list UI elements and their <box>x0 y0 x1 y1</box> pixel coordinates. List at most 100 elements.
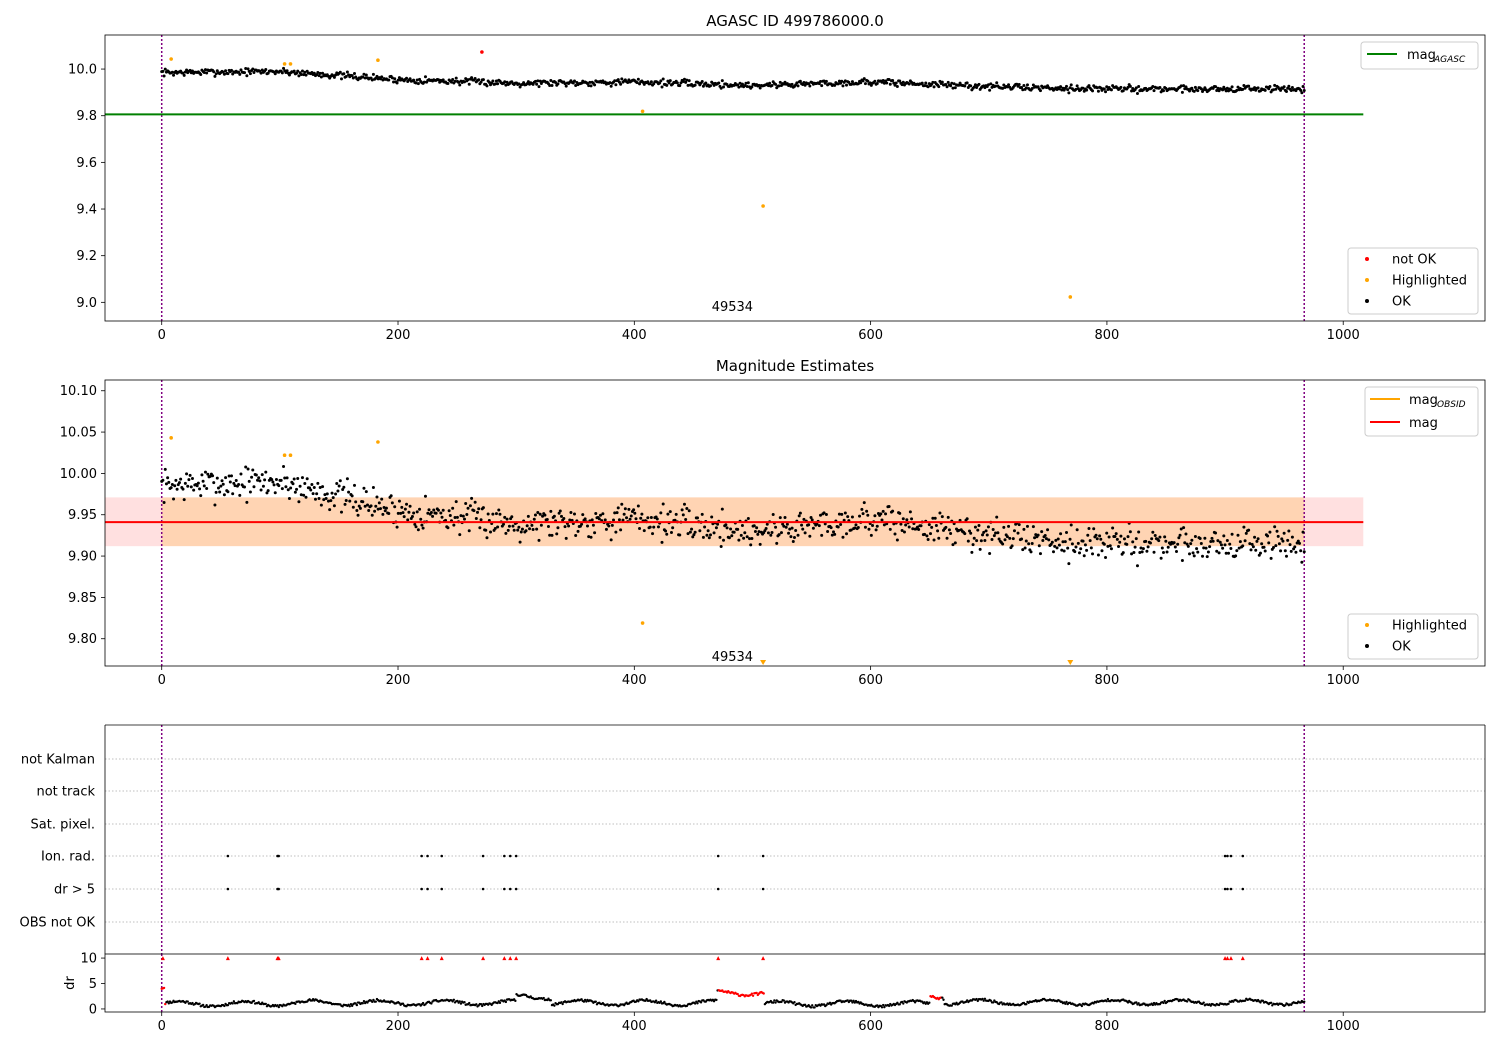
ok-point <box>1172 541 1176 545</box>
ok-point <box>904 523 908 527</box>
ok-point <box>458 83 462 87</box>
dr-point <box>780 1000 783 1004</box>
ok-point <box>716 522 720 526</box>
ok-point <box>506 528 510 532</box>
ok-point <box>246 67 250 71</box>
ok-point <box>525 524 529 528</box>
ok-point <box>1146 545 1150 549</box>
ok-point <box>742 536 746 540</box>
ok-point <box>192 488 196 492</box>
ok-point <box>919 524 923 528</box>
ok-point <box>585 524 589 528</box>
ok-point <box>291 482 295 486</box>
ok-point <box>536 510 540 514</box>
dr-point <box>421 1001 425 1005</box>
ok-point <box>701 535 705 539</box>
ok-point <box>454 500 458 504</box>
ok-point <box>875 81 879 85</box>
ok-point <box>555 532 559 536</box>
ok-point <box>1051 550 1055 554</box>
ok-point <box>949 531 953 535</box>
dr-point <box>371 1000 374 1004</box>
ok-point <box>352 72 356 76</box>
highlighted-point <box>376 440 380 444</box>
ok-point <box>466 78 470 82</box>
ok-point <box>704 81 708 85</box>
dr-high-marker <box>160 956 165 961</box>
ok-point <box>1300 91 1304 95</box>
ok-point <box>659 511 663 515</box>
dr-point <box>637 1000 640 1003</box>
ok-point <box>900 83 904 87</box>
ok-point <box>685 78 689 82</box>
ok-point <box>415 510 419 514</box>
ok-point <box>1227 551 1231 555</box>
ok-point <box>1266 534 1270 538</box>
ok-point <box>1294 550 1298 554</box>
ok-point <box>432 508 436 512</box>
ok-point <box>621 518 625 522</box>
ok-point <box>1283 549 1287 553</box>
dr-point <box>782 999 786 1002</box>
flag-point <box>481 887 485 891</box>
ok-point <box>351 76 355 80</box>
ok-point <box>986 525 990 529</box>
ok-point <box>298 484 302 488</box>
dr-point <box>809 1006 813 1009</box>
ok-point <box>1059 532 1063 536</box>
ok-point <box>503 515 507 519</box>
ok-point <box>944 525 948 529</box>
ok-point <box>354 500 358 504</box>
ok-point <box>973 525 977 529</box>
y-tick-label: 10.10 <box>60 384 97 399</box>
dr-point <box>887 1004 891 1008</box>
ok-point <box>370 78 374 82</box>
ok-point <box>638 526 642 530</box>
ok-point <box>720 507 724 511</box>
ok-point <box>228 480 232 484</box>
ok-point <box>597 517 601 521</box>
ok-point <box>1241 87 1245 91</box>
ok-point <box>1145 549 1149 553</box>
ok-point <box>619 528 623 532</box>
ok-point <box>977 82 981 86</box>
ok-point <box>222 72 226 76</box>
dr-point <box>659 1000 663 1003</box>
ok-point <box>907 525 911 529</box>
ok-point <box>440 515 444 519</box>
dr-point <box>1303 1000 1306 1003</box>
ok-point <box>1221 88 1225 92</box>
ok-point <box>957 528 961 532</box>
ok-point <box>915 525 919 529</box>
ok-point <box>866 513 870 517</box>
ok-point <box>1020 85 1024 89</box>
ok-point <box>888 82 892 86</box>
ok-point <box>282 66 286 70</box>
ok-point <box>264 67 268 71</box>
ok-point <box>888 527 892 531</box>
dr-point <box>496 1001 499 1005</box>
ok-point <box>1254 548 1258 552</box>
ok-point <box>395 525 399 529</box>
ok-point <box>933 516 937 520</box>
flag-point <box>420 854 423 858</box>
ok-point <box>293 490 297 494</box>
y-tick-label: 10.0 <box>68 63 97 78</box>
ok-point <box>558 509 562 513</box>
ok-point <box>526 514 530 518</box>
ok-point <box>452 523 456 527</box>
ok-point <box>946 80 950 84</box>
ok-point <box>335 482 339 486</box>
ok-point <box>434 511 438 515</box>
ok-point <box>1025 524 1029 528</box>
ok-point <box>797 514 801 518</box>
ok-point <box>1067 562 1071 566</box>
ok-point <box>1021 88 1025 92</box>
ok-point <box>1053 544 1057 548</box>
ok-point <box>1069 523 1073 527</box>
ok-point <box>1046 528 1050 532</box>
ok-point <box>272 483 276 487</box>
ok-point <box>1150 537 1154 541</box>
ok-point <box>448 513 452 517</box>
ok-point <box>412 511 416 515</box>
